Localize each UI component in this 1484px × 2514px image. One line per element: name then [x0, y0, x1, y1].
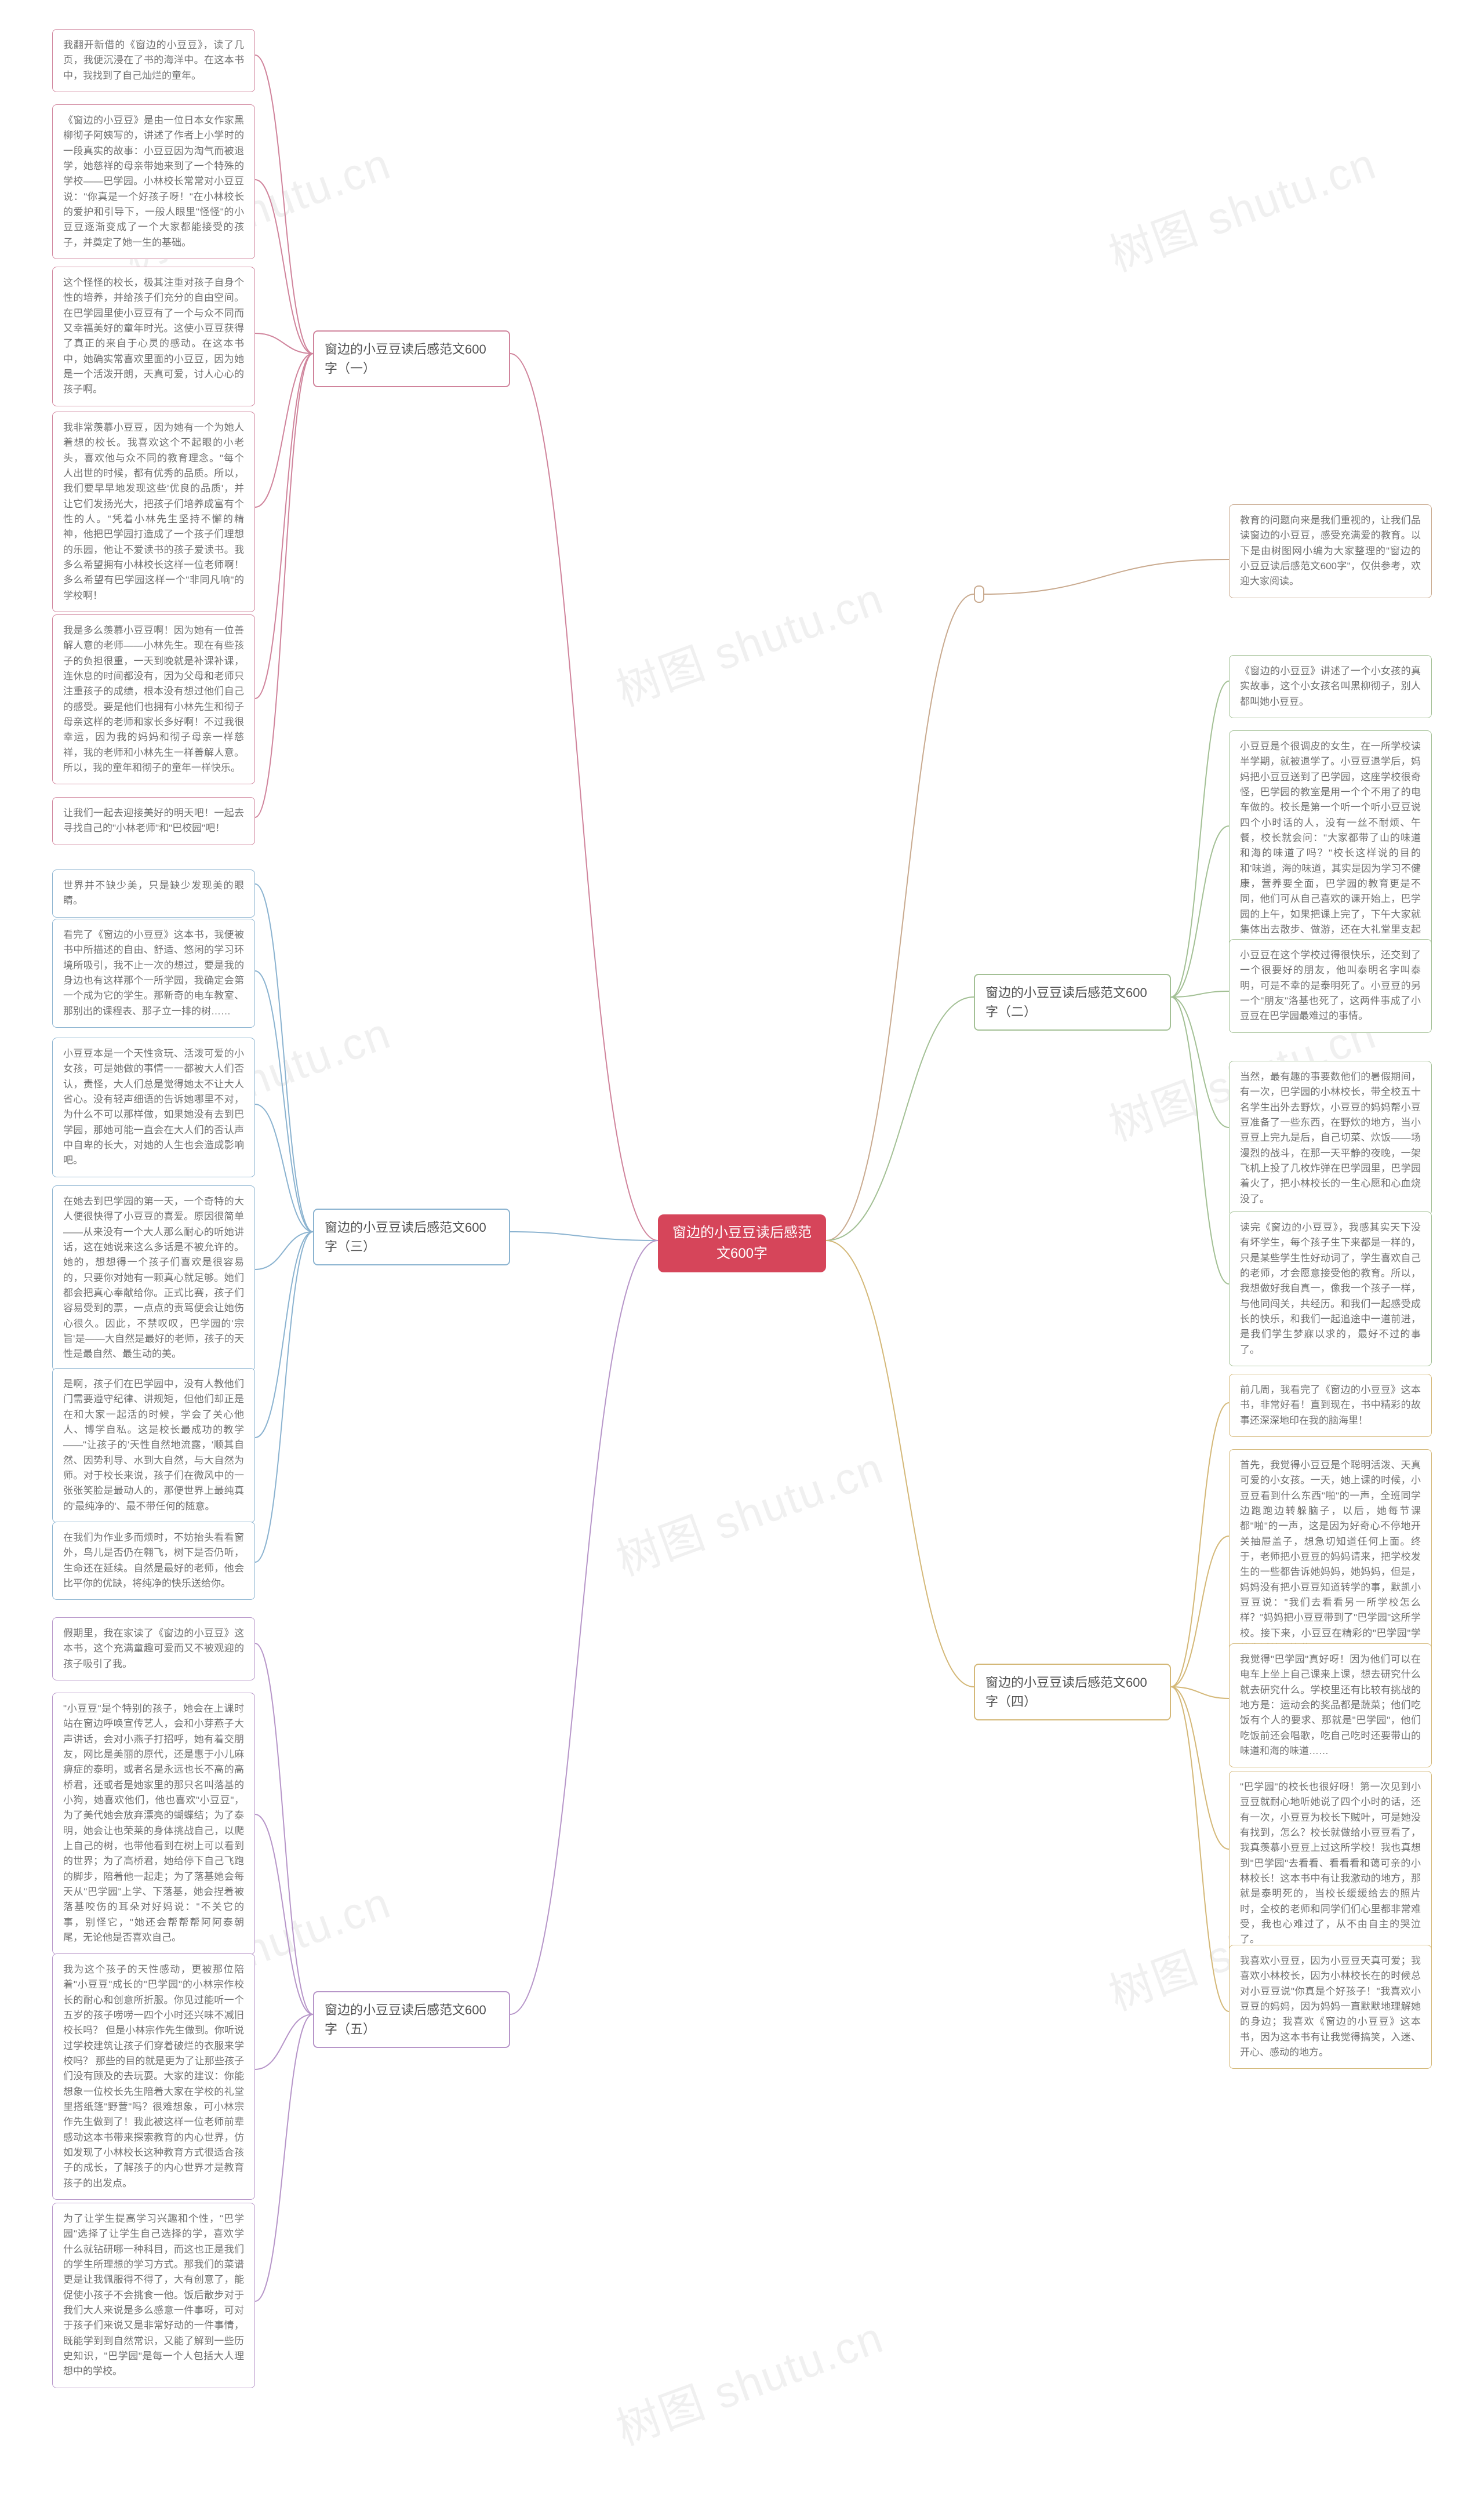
leaf-b2-3[interactable]: 当然，最有趣的事要数他们的暑假期间，有一次，巴学园的小林校长，带全校五十名学生出…: [1229, 1061, 1432, 1216]
leaf-b4-1[interactable]: 首先，我觉得小豆豆是个聪明活泼、天真可爱的小女孩。一天，她上课的时候，小豆豆看到…: [1229, 1449, 1432, 1665]
leaf-b4-4[interactable]: 我喜欢小豆豆，因为小豆豆天真可爱；我喜欢小林校长，因为小林校长在的时候总对小豆豆…: [1229, 1945, 1432, 2069]
branch-node-6[interactable]: [974, 585, 984, 603]
leaf-b5-3[interactable]: 为了让学生提高学习兴趣和个性，"巴学园"选择了让学生自己选择的学，喜欢学什么就钻…: [52, 2203, 255, 2388]
leaf-b5-1[interactable]: "小豆豆"是个特别的孩子，她会在上课时站在窗边呼唤宣传艺人，会和小芽燕子大声讲话…: [52, 1693, 255, 1955]
leaf-b3-3[interactable]: 在她去到巴学园的第一天，一个奇特的大人便很快得了小豆豆的喜爱。原因很简单——从来…: [52, 1185, 255, 1371]
branch-node-4[interactable]: 窗边的小豆豆读后感范文600字（四）: [974, 1664, 1171, 1720]
watermark: 树图 shutu.cn: [606, 563, 891, 718]
leaf-b4-2[interactable]: 我觉得"巴学园"真好呀！因为他们可以在电车上坐上自己课来上课，想去研究什么就去研…: [1229, 1643, 1432, 1767]
leaf-b2-0[interactable]: 《窗边的小豆豆》讲述了一个小女孩的真实故事，这个小女孩名叫黑柳彻子，别人都叫她小…: [1229, 655, 1432, 718]
branch-node-1[interactable]: 窗边的小豆豆读后感范文600字（一）: [313, 330, 510, 387]
leaf-b1-3[interactable]: 我非常羡慕小豆豆，因为她有一个为她人着想的校长。我喜欢这个不起眼的小老头，喜欢他…: [52, 412, 255, 612]
leaf-b3-5[interactable]: 在我们为作业多而烦时，不妨抬头看看窗外，鸟儿是否仍在翱飞，树下是否仍听，生命还在…: [52, 1522, 255, 1600]
branch-node-2[interactable]: 窗边的小豆豆读后感范文600字（二）: [974, 974, 1171, 1031]
leaf-b1-2[interactable]: 这个怪怪的校长，极其注重对孩子自身个性的培养，并给孩子们充分的自由空间。在巴学园…: [52, 267, 255, 406]
leaf-b1-1[interactable]: 《窗边的小豆豆》是由一位日本女作家黑柳彻子阿姨写的，讲述了作者上小学时的一段真实…: [52, 104, 255, 259]
branch-node-3[interactable]: 窗边的小豆豆读后感范文600字（三）: [313, 1209, 510, 1265]
leaf-b3-4[interactable]: 是啊，孩子们在巴学园中，没有人教他们门需要遵守纪律、讲规矩，但他们却正是在和大家…: [52, 1368, 255, 1523]
leaf-b3-2[interactable]: 小豆豆本是一个天性贪玩、活泼可爱的小女孩，可是她做的事情一一都被大人们否认，责怪…: [52, 1038, 255, 1177]
branch-node-5[interactable]: 窗边的小豆豆读后感范文600字（五）: [313, 1991, 510, 2048]
watermark: 树图 shutu.cn: [1099, 128, 1384, 283]
watermark: 树图 shutu.cn: [606, 1432, 891, 1588]
leaf-b2-1[interactable]: 小豆豆是个很调皮的女生，在一所学校读半学期，就被退学了。小豆豆退学后，妈妈把小豆…: [1229, 730, 1432, 962]
watermark: 树图 shutu.cn: [606, 2302, 891, 2457]
leaf-b1-0[interactable]: 我翻开新借的《窗边的小豆豆》，读了几页，我便沉浸在了书的海洋中。在这本书中，我找…: [52, 29, 255, 92]
leaf-b5-0[interactable]: 假期里，我在家读了《窗边的小豆豆》这本书，这个充满童趣可爱而又不被观迎的孩子吸引…: [52, 1617, 255, 1680]
leaf-b2-2[interactable]: 小豆豆在这个学校过得很快乐，还交到了一个很要好的朋友，他叫泰明名字叫泰明，可是不…: [1229, 939, 1432, 1033]
leaf-b6-0[interactable]: 教育的问题向来是我们重视的，让我们品读窗边的小豆豆，感受充满爱的教育。以下是由树…: [1229, 504, 1432, 598]
leaf-b3-1[interactable]: 看完了《窗边的小豆豆》这本书，我便被书中所描述的自由、舒适、悠闲的学习环境所吸引…: [52, 919, 255, 1028]
leaf-b5-2[interactable]: 我为这个孩子的天性感动，更被那位陪着"小豆豆"成长的"巴学园"的小林宗作校长的耐…: [52, 1953, 255, 2200]
leaf-b1-5[interactable]: 让我们一起去迎接美好的明天吧！一起去寻找自己的"小林老师"和"巴校园"吧！: [52, 797, 255, 845]
leaf-b4-3[interactable]: "巴学园"的校长也很好呀！第一次见到小豆豆就耐心地听她说了四个小时的话，还有一次…: [1229, 1771, 1432, 1956]
leaf-b1-4[interactable]: 我是多么羡慕小豆豆啊！因为她有一位善解人意的老师——小林先生。现在有些孩子的负担…: [52, 614, 255, 784]
leaf-b4-0[interactable]: 前几周，我看完了《窗边的小豆豆》这本书，非常好看！直到现在，书中精彩的故事还深深…: [1229, 1374, 1432, 1437]
leaf-b3-0[interactable]: 世界并不缺少美，只是缺少发现美的眼睛。: [52, 869, 255, 918]
center-node[interactable]: 窗边的小豆豆读后感范文600字: [658, 1214, 826, 1272]
leaf-b2-4[interactable]: 读完《窗边的小豆豆》，我感其实天下没有坏学生，每个孩子生下来都是一样的，只是某些…: [1229, 1211, 1432, 1366]
